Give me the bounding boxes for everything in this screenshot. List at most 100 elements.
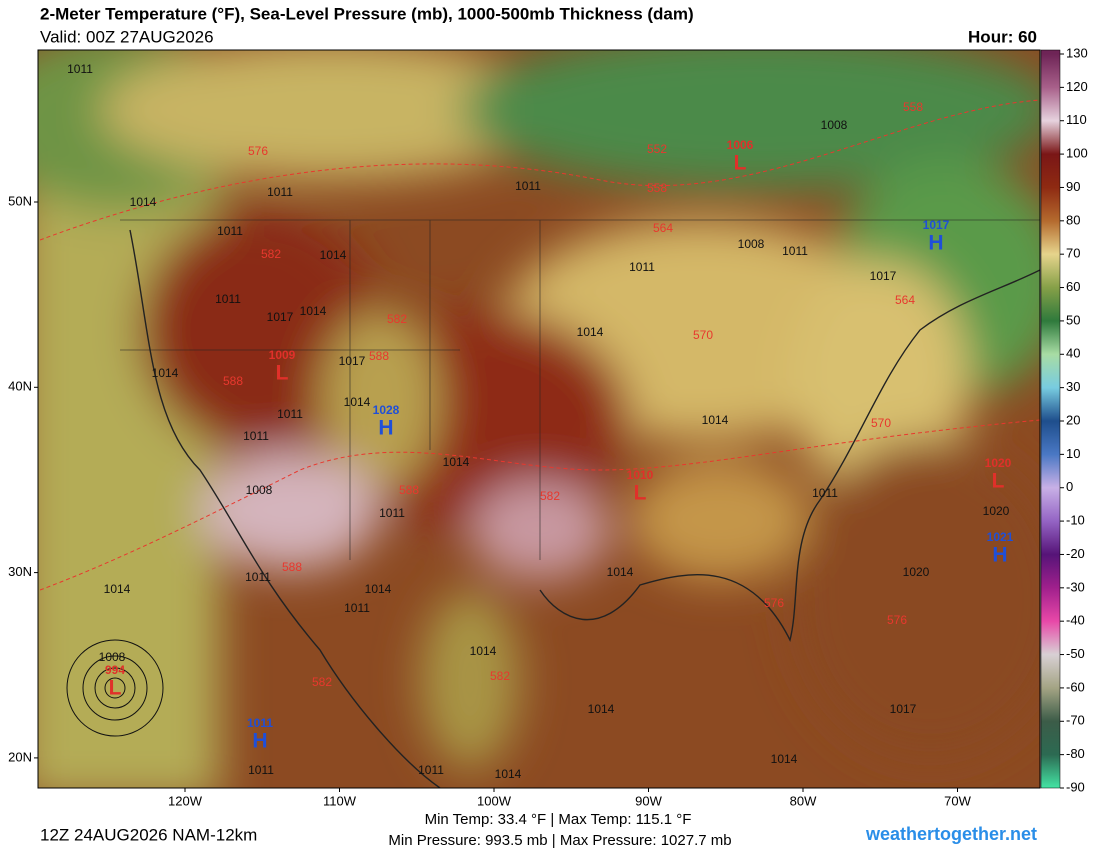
colorbar-label: 80 [1066,212,1080,227]
isobar-label: 1011 [277,407,303,421]
colorbar-label: -90 [1066,779,1085,794]
isobar-label: 1014 [320,248,347,262]
colorbar-label: 100 [1066,146,1088,161]
temp-extremes: Min Temp: 33.4 °F | Max Temp: 115.1 °F [425,811,692,828]
colorbar-label: 20 [1066,412,1080,427]
center-value: 1010 [627,468,654,482]
isobar-label: 1008 [821,118,848,132]
isobar-label: 1014 [130,195,157,209]
forecast-hour: Hour: 60 [968,27,1037,46]
lat-label: 20N [8,749,32,764]
center-letter: H [928,232,943,255]
thickness-label: 570 [693,328,713,342]
isobar-label: 1011 [215,292,241,306]
isobar-label: 1011 [344,601,370,615]
thickness-label: 576 [887,613,907,627]
thickness-label: 588 [369,349,389,363]
isobar-label: 1017 [870,269,897,283]
isobar-label: 1014 [577,325,604,339]
isobar-label: 1011 [267,185,293,199]
thickness-label: 558 [647,181,667,195]
lon-label: 100W [477,793,512,808]
isobar-label: 1020 [903,565,930,579]
isobar-label: 1011 [629,260,655,274]
isobar-label: 1014 [771,752,798,766]
center-letter: H [992,544,1007,567]
center-value: 1017 [923,218,950,232]
colorbar-label: 60 [1066,279,1080,294]
colorbar-label: 90 [1066,179,1080,194]
colorbar-label: 30 [1066,379,1080,394]
isobar-label: 1011 [782,244,808,258]
center-value: 1011 [247,716,273,730]
isobar-label: 1020 [983,504,1010,518]
isobar-label: 1011 [248,763,274,777]
colorbar-label: 50 [1066,312,1080,327]
isobar-label: 1017 [339,354,366,368]
valid-time: Valid: 00Z 27AUG2026 [40,27,214,46]
colorbar-label: -70 [1066,713,1085,728]
center-value: 1021 [987,530,1014,544]
isobar-label: 1014 [300,304,327,318]
center-value: 1028 [373,403,400,417]
thickness-label: 582 [261,247,281,261]
thickness-label: 570 [871,416,891,430]
thickness-label: 588 [223,374,243,388]
isobar-label: 1011 [812,486,838,500]
colorbar-label: -10 [1066,513,1085,528]
isobar-label: 1014 [443,455,470,469]
isobar-label: 1014 [702,413,729,427]
colorbar-label: -20 [1066,546,1085,561]
colorbar-label: -50 [1066,646,1085,661]
lon-label: 120W [168,793,203,808]
thickness-label: 588 [282,560,302,574]
isobar-label: 1014 [470,644,497,658]
thickness-label: 576 [764,596,784,610]
thickness-label: 558 [903,100,923,114]
isobar-label: 1017 [890,702,917,716]
colorbar-label: 70 [1066,246,1080,261]
colorbar-label: 110 [1066,112,1087,127]
colorbar-label: -40 [1066,613,1085,628]
thickness-label: 588 [399,483,419,497]
isobar-label: 1014 [152,366,179,380]
thickness-label: 576 [248,144,268,158]
lon-label: 90W [635,793,662,808]
center-letter: L [734,152,747,175]
center-letter: L [634,482,647,505]
center-letter: L [276,362,289,385]
thickness-label: 564 [895,293,915,307]
thickness-label: 582 [387,312,407,326]
thickness-label: 582 [540,489,560,503]
isobar-label: 1014 [607,565,634,579]
lon-label: 110W [323,793,357,808]
map-frame [37,49,1041,789]
isobar-label: 1011 [245,570,271,584]
colorbar-label: 0 [1066,479,1073,494]
lat-label: 40N [8,379,32,394]
isobar-label: 1011 [379,506,405,520]
isobar-label: 1008 [246,483,273,497]
isobar-label: 1011 [67,62,93,76]
center-letter: H [378,417,393,440]
isobar-label: 1014 [588,702,615,716]
thickness-label: 564 [653,221,673,235]
lat-label: 30N [8,564,32,579]
isobar-label: 1014 [495,767,522,781]
isobar-label: 1014 [104,582,131,596]
isobar-label: 1008 [99,650,126,664]
colorbar-label: 130 [1066,45,1088,60]
center-value: 1020 [985,456,1012,470]
center-value: 1006 [727,138,754,152]
center-value: 1009 [269,348,296,362]
pressure-extremes: Min Pressure: 993.5 mb | Max Pressure: 1… [388,832,731,849]
isobar-label: 1011 [418,763,444,777]
isobar-label: 1011 [243,429,269,443]
isobar-label: 1008 [738,237,765,251]
colorbar-label: 10 [1066,446,1080,461]
model-run: 12Z 24AUG2026 NAM-12km [40,825,257,844]
lon-label: 70W [944,793,971,808]
site-credit: weathertogether.net [865,824,1037,844]
